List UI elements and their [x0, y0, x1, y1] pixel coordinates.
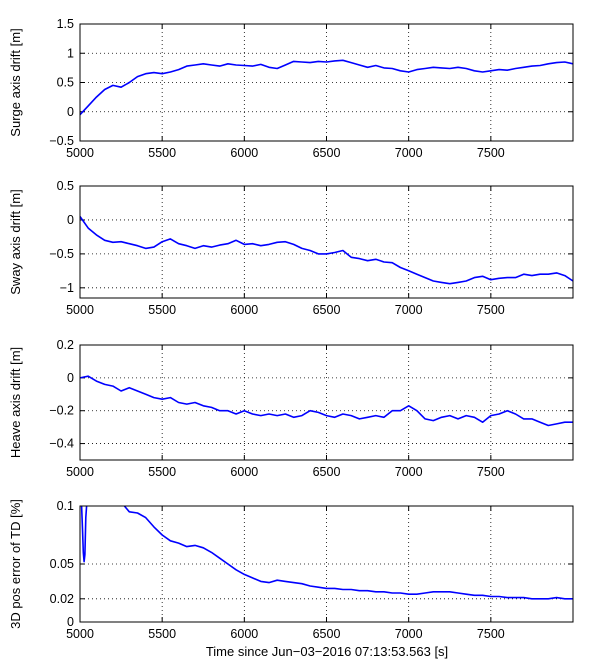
x-axis-label: Time since Jun−03−2016 07:13:53.563 [s]	[206, 644, 448, 659]
y-tick-label: −0.5	[49, 247, 74, 261]
x-tick-label: 5000	[66, 303, 94, 317]
y-tick-label: 0	[67, 371, 74, 385]
x-tick-label: 5000	[66, 627, 94, 641]
y-tick-label: −0.4	[49, 437, 74, 451]
y-tick-label: −1	[60, 281, 74, 295]
y-tick-label: 0	[67, 105, 74, 119]
axes-frame	[79, 505, 574, 623]
x-tick-label: 5500	[148, 303, 176, 317]
x-tick-label: 5500	[148, 146, 176, 160]
y-tick-label: 0	[67, 615, 74, 629]
x-tick-label: 6000	[230, 303, 258, 317]
series-line	[79, 216, 574, 285]
y-axis-label: Sway axis drift [m]	[8, 189, 23, 294]
x-tick-label: 7000	[395, 465, 423, 479]
x-tick-label: 7500	[477, 465, 505, 479]
y-tick-label: −0.2	[49, 404, 74, 418]
x-tick-label: 6000	[230, 627, 258, 641]
y-tick-label: 0.02	[50, 592, 74, 606]
series-line	[80, 505, 573, 600]
x-tick-label: 5500	[148, 627, 176, 641]
x-tick-label: 7000	[395, 627, 423, 641]
x-tick-label: 5000	[66, 465, 94, 479]
heave-panel: 5000 5500 6000 6500 7000 7500 −0.4 −0.2 0 0.2 Heav…	[8, 338, 574, 479]
y-tick-label: 0.2	[57, 338, 74, 352]
y-tick-label: 0.05	[50, 557, 74, 571]
y-axis-label: 3D pos error of TD [%]	[8, 499, 23, 629]
x-tick-label: 5000	[66, 146, 94, 160]
axes-frame	[79, 23, 574, 142]
y-axis-label: Heave axis drift [m]	[8, 347, 23, 458]
y-tick-label: 1	[67, 46, 74, 60]
sway-panel: 5000 5500 6000 6500 7000 7500 −1 −0.5 0 0.5 Sway a…	[8, 179, 574, 317]
x-tick-label: 6500	[313, 146, 341, 160]
x-tick-label: 6500	[313, 465, 341, 479]
x-tick-label: 7500	[477, 146, 505, 160]
y-tick-label: 0.5	[57, 76, 74, 90]
surge-panel: 5000 5500 6000 6500 7000 7500 −0.5 0 0.5 1 1.5 Surg…	[8, 17, 574, 160]
series-line	[79, 59, 574, 116]
y-tick-label: 0	[67, 213, 74, 227]
x-tick-label: 6000	[230, 146, 258, 160]
x-tick-label: 7000	[395, 303, 423, 317]
axes-frame	[79, 344, 574, 461]
axes-frame	[79, 185, 574, 299]
x-tick-label: 7000	[395, 146, 423, 160]
series-line	[79, 375, 573, 427]
y-tick-label: −0.5	[49, 134, 74, 148]
x-tick-label: 5500	[148, 465, 176, 479]
x-tick-label: 7500	[477, 303, 505, 317]
x-tick-label: 7500	[477, 627, 505, 641]
y-tick-label: 0.5	[57, 179, 74, 193]
x-tick-label: 6500	[313, 303, 341, 317]
y-axis-label: Surge axis drift [m]	[8, 28, 23, 136]
pos-error-panel: 5000 5500 6000 6500 7000 7500 0 0.02 0.05 0.1 3D p…	[8, 499, 574, 641]
y-tick-label: 1.5	[57, 17, 74, 31]
y-tick-label: 0.1	[57, 499, 74, 513]
x-tick-label: 6500	[313, 627, 341, 641]
x-tick-label: 6000	[230, 465, 258, 479]
